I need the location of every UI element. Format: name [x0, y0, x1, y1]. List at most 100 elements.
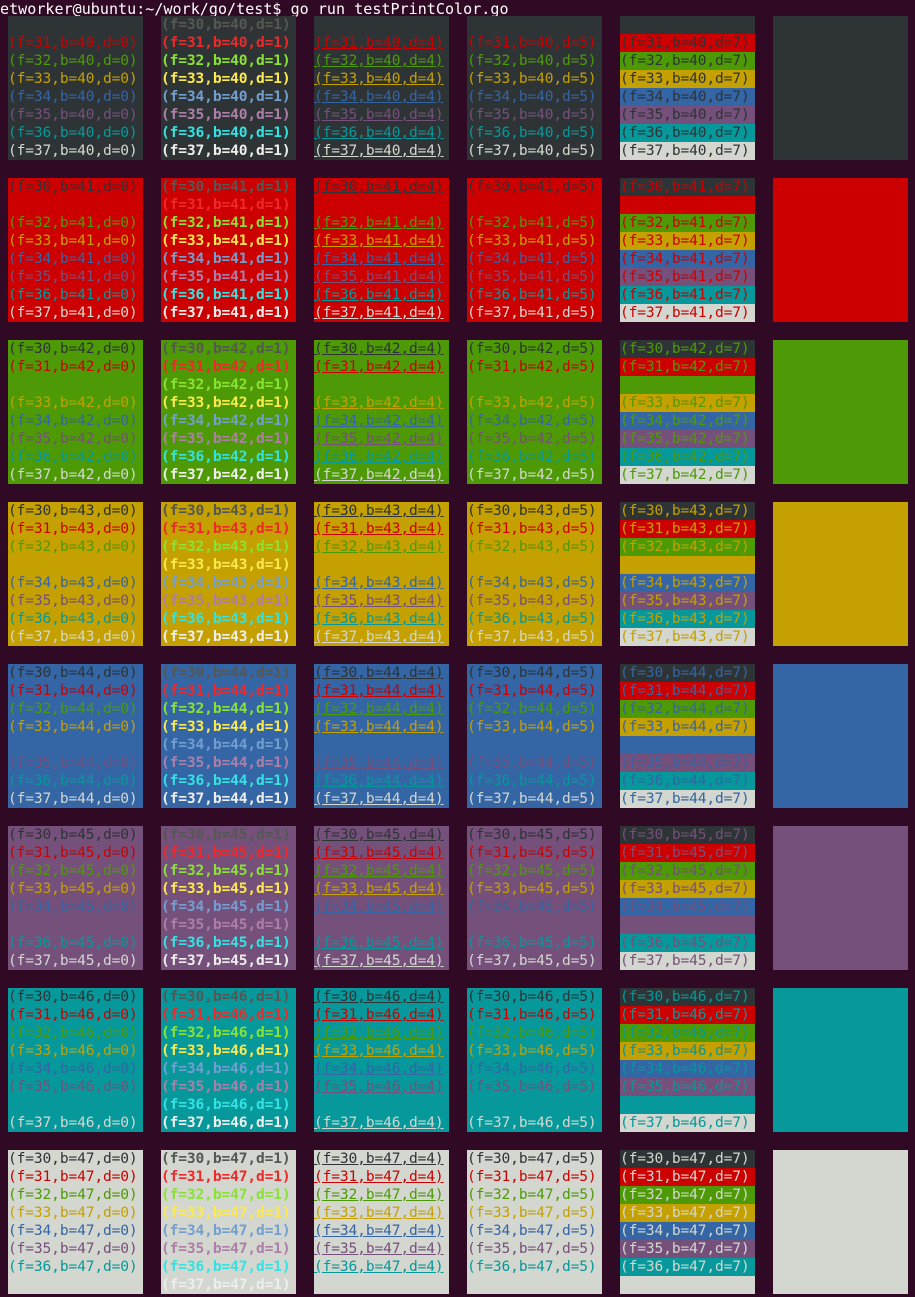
color-sample-line: (f=37,b=42,d=5) — [467, 466, 597, 483]
color-sample-line: (f=33,b=41,d=0) — [8, 232, 138, 249]
color-sample-line: (f=31,b=43,d=5) — [467, 520, 597, 537]
color-sample-line: (f=30,b=45,d=7) — [620, 826, 755, 844]
color-sample-line — [773, 1024, 908, 1042]
color-sample-line: (f=37,b=43,d=0) — [8, 628, 138, 645]
color-sample-line: (f=31,b=47,d=7) — [620, 1168, 755, 1186]
color-sample-line: (f=31,b=43,d=4) — [314, 520, 444, 537]
color-sample-line: (f=34,b=42,d=0) — [8, 412, 138, 429]
color-block-b47-d7: (f=30,b=47,d=7) (f=31,b=47,d=7) (f=32,b=47… — [620, 1150, 755, 1294]
color-sample-line — [773, 664, 908, 682]
color-sample-line — [773, 376, 908, 394]
color-sample-line — [773, 898, 908, 916]
color-sample-line: (f=36,b=43,d=4) — [314, 610, 444, 627]
color-sample-line: (f=32,b=44,d=4) — [314, 700, 444, 717]
color-sample-line: (f=36,b=41,d=7) — [620, 286, 755, 304]
color-sample-line: (f=32,b=42,d=0) — [8, 376, 138, 393]
color-sample-line: (f=34,b=45,d=4) — [314, 898, 444, 915]
color-sample-line: (f=34,b=45,d=5) — [467, 898, 597, 915]
color-sample-line: (f=37,b=42,d=1) — [161, 466, 291, 483]
color-sample-line: (f=32,b=45,d=5) — [467, 862, 597, 879]
color-sample-line: (f=30,b=45,d=1) — [161, 826, 291, 843]
color-sample-line: (f=34,b=41,d=1) — [161, 250, 291, 267]
color-block-b44-d8 — [773, 664, 908, 808]
color-block-b44-d4: (f=30,b=44,d=4) (f=31,b=44,d=4) (f=32,b=44… — [314, 664, 449, 808]
color-sample-line: (f=32,b=41,d=7) — [620, 214, 755, 232]
color-sample-line: (f=36,b=46,d=7) — [620, 1096, 755, 1114]
color-sample-line — [773, 988, 908, 1006]
prompt-user-host: etworker@ubuntu — [0, 0, 137, 18]
color-block-b40-d5: (f=30,b=40,d=5) (f=31,b=40,d=5) (f=32,b=40… — [467, 16, 602, 160]
color-sample-line — [773, 430, 908, 448]
color-sample-line: (f=30,b=47,d=7) — [620, 1150, 755, 1168]
color-block-b47-d5: (f=30,b=47,d=5) (f=31,b=47,d=5) (f=32,b=47… — [467, 1150, 602, 1294]
color-sample-line — [773, 394, 908, 412]
color-sample-line — [773, 556, 908, 574]
color-sample-line: (f=33,b=41,d=5) — [467, 232, 597, 249]
color-sample-line: (f=33,b=43,d=1) — [161, 556, 291, 573]
color-sample-line: (f=33,b=47,d=7) — [620, 1204, 755, 1222]
color-sample-line: (f=36,b=44,d=7) — [620, 772, 755, 790]
color-sample-line: (f=32,b=43,d=1) — [161, 538, 291, 555]
color-sample-line — [773, 520, 908, 538]
color-sample-line: (f=33,b=43,d=5) — [467, 556, 597, 573]
color-sample-line: (f=31,b=41,d=1) — [161, 196, 291, 213]
color-sample-line — [773, 574, 908, 592]
color-sample-line: (f=31,b=45,d=0) — [8, 844, 138, 861]
color-sample-line — [773, 592, 908, 610]
color-sample-line — [773, 1078, 908, 1096]
color-sample-line: (f=34,b=47,d=4) — [314, 1222, 444, 1239]
color-sample-line: (f=32,b=46,d=0) — [8, 1024, 138, 1041]
color-block-b43-d5: (f=30,b=43,d=5) (f=31,b=43,d=5) (f=32,b=43… — [467, 502, 602, 646]
color-sample-line: (f=31,b=41,d=7) — [620, 196, 755, 214]
color-sample-line: (f=34,b=46,d=0) — [8, 1060, 138, 1077]
color-sample-line: (f=31,b=44,d=4) — [314, 682, 444, 699]
color-sample-line: (f=36,b=45,d=0) — [8, 934, 138, 951]
color-sample-line: (f=32,b=47,d=4) — [314, 1186, 444, 1203]
color-block-b47-d1: (f=30,b=47,d=1) (f=31,b=47,d=1) (f=32,b=47… — [161, 1150, 296, 1294]
color-sample-line: (f=31,b=40,d=5) — [467, 34, 597, 51]
color-sample-line: (f=30,b=40,d=5) — [467, 16, 597, 33]
color-sample-line: (f=32,b=47,d=5) — [467, 1186, 597, 1203]
color-block-b46-d4: (f=30,b=46,d=4) (f=31,b=46,d=4) (f=32,b=46… — [314, 988, 449, 1132]
color-sample-line: (f=34,b=41,d=7) — [620, 250, 755, 268]
color-sample-line: (f=37,b=41,d=0) — [8, 304, 138, 321]
color-sample-line — [773, 862, 908, 880]
color-sample-line: (f=32,b=42,d=7) — [620, 376, 755, 394]
color-sample-line: (f=33,b=44,d=1) — [161, 718, 291, 735]
color-block-b40-d0: (f=30,b=40,d=0) (f=31,b=40,d=0) (f=32,b=40… — [8, 16, 143, 160]
color-block-b44-d5: (f=30,b=44,d=5) (f=31,b=44,d=5) (f=32,b=44… — [467, 664, 602, 808]
color-sample-line: (f=36,b=45,d=1) — [161, 934, 291, 951]
color-sample-line: (f=31,b=40,d=4) — [314, 34, 444, 51]
color-sample-line: (f=32,b=42,d=4) — [314, 376, 444, 393]
color-sample-line: (f=30,b=45,d=0) — [8, 826, 138, 843]
color-sample-line: (f=34,b=43,d=4) — [314, 574, 444, 591]
color-sample-line: (f=33,b=42,d=4) — [314, 394, 444, 411]
color-sample-line: (f=32,b=42,d=1) — [161, 376, 291, 393]
color-block-b46-d1: (f=30,b=46,d=1) (f=31,b=46,d=1) (f=32,b=46… — [161, 988, 296, 1132]
color-sample-line: (f=31,b=41,d=5) — [467, 196, 597, 213]
color-block-b45-d8 — [773, 826, 908, 970]
color-sample-line — [773, 1222, 908, 1240]
color-sample-line — [773, 178, 908, 196]
color-sample-line: (f=35,b=41,d=0) — [8, 268, 138, 285]
color-sample-line: (f=34,b=43,d=5) — [467, 574, 597, 591]
color-sample-line: (f=34,b=40,d=7) — [620, 88, 755, 106]
color-sample-line: (f=33,b=40,d=0) — [8, 70, 138, 87]
color-sample-line: (f=37,b=40,d=5) — [467, 142, 597, 159]
color-block-b45-d7: (f=30,b=45,d=7) (f=31,b=45,d=7) (f=32,b=45… — [620, 826, 755, 970]
color-sample-line — [773, 412, 908, 430]
color-sample-line: (f=35,b=41,d=1) — [161, 268, 291, 285]
color-sample-line: (f=31,b=43,d=1) — [161, 520, 291, 537]
color-sample-line: (f=37,b=43,d=5) — [467, 628, 597, 645]
color-sample-line: (f=34,b=45,d=7) — [620, 898, 755, 916]
color-sample-line: (f=35,b=45,d=4) — [314, 916, 444, 933]
color-sample-line: (f=34,b=44,d=0) — [8, 736, 138, 753]
color-sample-line: (f=34,b=45,d=1) — [161, 898, 291, 915]
color-sample-line: (f=33,b=45,d=4) — [314, 880, 444, 897]
color-sample-line: (f=34,b=41,d=5) — [467, 250, 597, 267]
color-sample-line: (f=37,b=41,d=1) — [161, 304, 291, 321]
color-sample-line: (f=34,b=46,d=1) — [161, 1060, 291, 1077]
color-sample-line: (f=36,b=47,d=0) — [8, 1258, 138, 1275]
color-sample-line: (f=35,b=43,d=1) — [161, 592, 291, 609]
